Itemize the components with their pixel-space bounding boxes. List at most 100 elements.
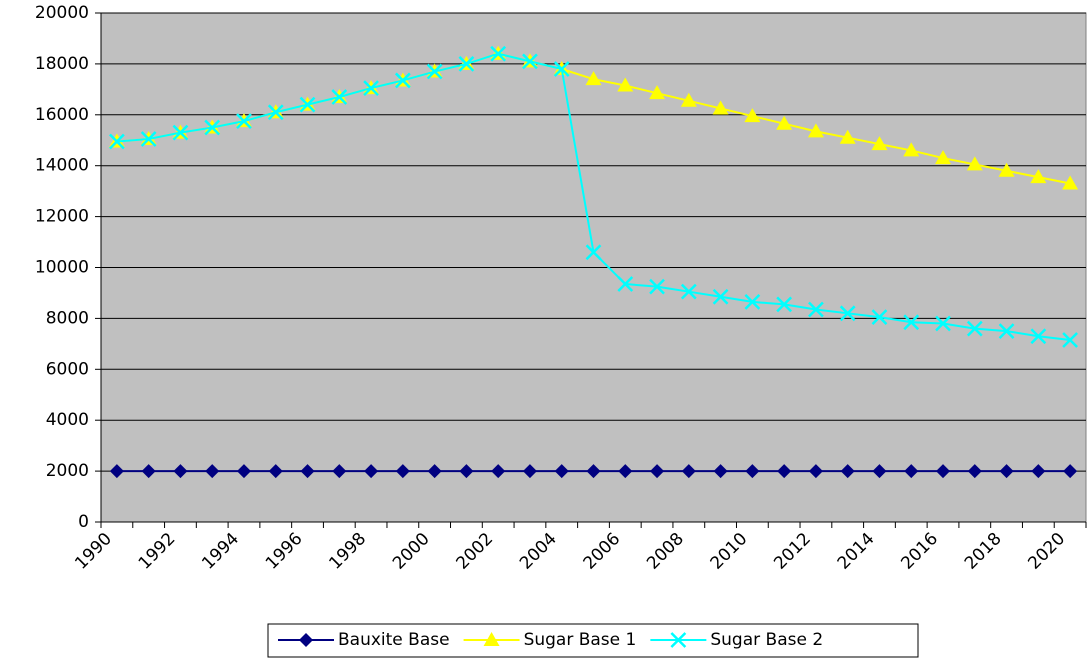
- marker: [1062, 175, 1079, 190]
- marker: [712, 288, 729, 305]
- marker: [649, 85, 666, 100]
- marker: [998, 323, 1015, 340]
- marker: [872, 464, 887, 479]
- marker: [777, 464, 792, 479]
- marker: [483, 632, 500, 646]
- marker: [967, 464, 982, 479]
- marker: [903, 314, 920, 331]
- marker: [204, 119, 221, 136]
- marker: [172, 124, 189, 141]
- y-tick-label: 14000: [35, 156, 89, 176]
- marker: [680, 283, 697, 300]
- marker: [585, 244, 602, 261]
- marker: [936, 464, 951, 479]
- marker: [999, 464, 1014, 479]
- marker: [363, 80, 379, 96]
- marker: [522, 53, 538, 70]
- marker: [300, 464, 315, 479]
- marker: [808, 301, 824, 318]
- marker: [745, 464, 760, 479]
- x-tick-label: 2010: [707, 529, 752, 574]
- marker: [840, 464, 855, 479]
- marker: [141, 464, 156, 479]
- marker: [903, 142, 920, 157]
- marker: [459, 464, 474, 479]
- x-tick-label: 2020: [1024, 529, 1069, 574]
- y-tick-label: 0: [78, 512, 89, 532]
- marker: [712, 100, 729, 115]
- marker: [553, 61, 570, 77]
- marker: [617, 77, 634, 92]
- marker: [522, 464, 537, 479]
- marker: [871, 309, 888, 326]
- marker: [395, 464, 410, 479]
- x-tick-label: 2006: [580, 529, 625, 574]
- marker: [332, 464, 347, 479]
- x-tick-label: 2012: [770, 529, 815, 574]
- marker: [839, 129, 856, 144]
- marker: [744, 108, 761, 123]
- y-tick-label: 16000: [35, 105, 89, 125]
- marker: [1030, 328, 1047, 345]
- marker: [871, 136, 888, 151]
- y-tick-label: 8000: [46, 308, 89, 328]
- marker: [427, 464, 442, 479]
- legend-label: Sugar Base 1: [524, 630, 637, 650]
- marker: [236, 464, 251, 479]
- legend-label: Sugar Base 2: [710, 630, 823, 650]
- legend-item: Sugar Base 2: [650, 630, 823, 650]
- x-tick-label: 2004: [516, 529, 561, 574]
- marker: [458, 56, 475, 72]
- marker: [491, 464, 506, 479]
- marker: [839, 305, 856, 322]
- y-tick-label: 10000: [35, 258, 89, 278]
- marker: [299, 633, 313, 647]
- marker: [650, 464, 665, 479]
- marker: [935, 150, 952, 165]
- marker: [490, 45, 507, 62]
- legend-item: Bauxite Base: [278, 630, 450, 650]
- marker: [267, 104, 284, 121]
- marker: [904, 464, 919, 479]
- marker: [173, 464, 188, 479]
- marker: [681, 464, 696, 479]
- y-tick-label: 20000: [35, 3, 89, 23]
- marker: [713, 464, 728, 479]
- x-tick-label: 1990: [71, 529, 116, 574]
- marker: [808, 464, 823, 479]
- x-tick-label: 2000: [389, 529, 434, 574]
- y-tick-label: 2000: [46, 461, 89, 481]
- marker: [109, 133, 125, 150]
- y-tick-label: 4000: [46, 410, 89, 430]
- marker: [807, 123, 824, 138]
- x-tick-label: 1994: [198, 529, 243, 574]
- marker: [776, 115, 793, 130]
- y-tick-label: 6000: [46, 359, 89, 379]
- marker: [109, 464, 124, 479]
- marker: [1063, 464, 1078, 479]
- marker: [1030, 169, 1047, 184]
- x-tick-label: 2002: [453, 529, 498, 574]
- marker: [586, 464, 601, 479]
- marker: [935, 315, 951, 332]
- marker: [205, 464, 220, 479]
- marker: [364, 464, 379, 479]
- marker: [1062, 332, 1078, 348]
- marker: [331, 89, 348, 105]
- x-tick-label: 2018: [961, 529, 1006, 574]
- marker: [140, 131, 157, 147]
- marker: [776, 296, 793, 313]
- x-tick-label: 2008: [643, 529, 688, 574]
- legend-item: Sugar Base 1: [463, 630, 637, 650]
- marker: [649, 278, 665, 295]
- marker: [670, 632, 687, 648]
- x-tick-label: 1996: [262, 529, 307, 574]
- marker: [1031, 464, 1046, 479]
- legend-label: Bauxite Base: [338, 630, 450, 650]
- marker: [966, 156, 983, 171]
- x-tick-label: 2016: [897, 529, 942, 574]
- marker: [236, 113, 252, 130]
- marker: [744, 293, 761, 310]
- x-tick-label: 1998: [325, 529, 370, 574]
